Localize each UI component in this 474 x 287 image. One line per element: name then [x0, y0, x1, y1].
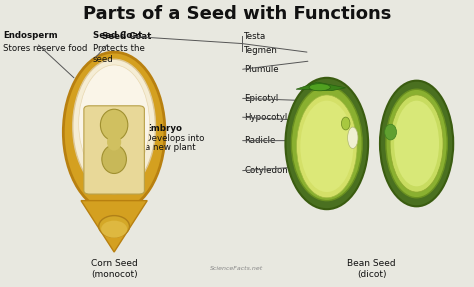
Ellipse shape	[390, 95, 443, 192]
Text: Stores reserve food: Stores reserve food	[3, 44, 87, 53]
Text: ScienceFacts.net: ScienceFacts.net	[210, 265, 264, 271]
Text: Seed Coat: Seed Coat	[102, 32, 152, 41]
Ellipse shape	[297, 95, 357, 198]
Ellipse shape	[79, 65, 150, 182]
Text: Plumule: Plumule	[244, 65, 279, 74]
Ellipse shape	[107, 133, 121, 151]
Text: Hypocotyl: Hypocotyl	[244, 113, 287, 122]
Ellipse shape	[309, 84, 330, 91]
Ellipse shape	[301, 101, 353, 192]
Text: Corn Seed
(monocot): Corn Seed (monocot)	[91, 259, 137, 279]
Text: Protects the: Protects the	[93, 44, 145, 53]
Ellipse shape	[64, 52, 165, 212]
Text: Seed Coat: Seed Coat	[93, 31, 142, 40]
FancyBboxPatch shape	[84, 106, 145, 194]
Text: Tegmen: Tegmen	[244, 46, 278, 55]
Ellipse shape	[102, 145, 127, 173]
Text: Cotyledon: Cotyledon	[244, 166, 288, 175]
Text: Epicotyl: Epicotyl	[244, 94, 278, 103]
Text: Develops into: Develops into	[145, 133, 204, 143]
Text: Radicle: Radicle	[244, 136, 275, 145]
Text: Testa: Testa	[244, 32, 266, 41]
Text: a new plant: a new plant	[145, 143, 195, 152]
Polygon shape	[81, 201, 147, 252]
Text: Parts of a Seed with Functions: Parts of a Seed with Functions	[83, 5, 391, 23]
Ellipse shape	[100, 109, 128, 141]
Text: Endosperm: Endosperm	[3, 31, 58, 40]
Text: Bean Seed
(dicot): Bean Seed (dicot)	[347, 259, 396, 279]
Ellipse shape	[285, 78, 368, 209]
Ellipse shape	[341, 117, 350, 130]
Ellipse shape	[385, 124, 397, 140]
Ellipse shape	[347, 127, 358, 148]
Text: seed: seed	[93, 55, 114, 64]
Ellipse shape	[101, 221, 127, 238]
Ellipse shape	[292, 86, 362, 201]
Polygon shape	[296, 82, 346, 91]
Text: Embryo: Embryo	[145, 123, 182, 133]
Ellipse shape	[394, 101, 439, 186]
Ellipse shape	[380, 81, 453, 206]
Ellipse shape	[386, 89, 447, 198]
Ellipse shape	[99, 216, 129, 237]
Ellipse shape	[73, 59, 155, 193]
